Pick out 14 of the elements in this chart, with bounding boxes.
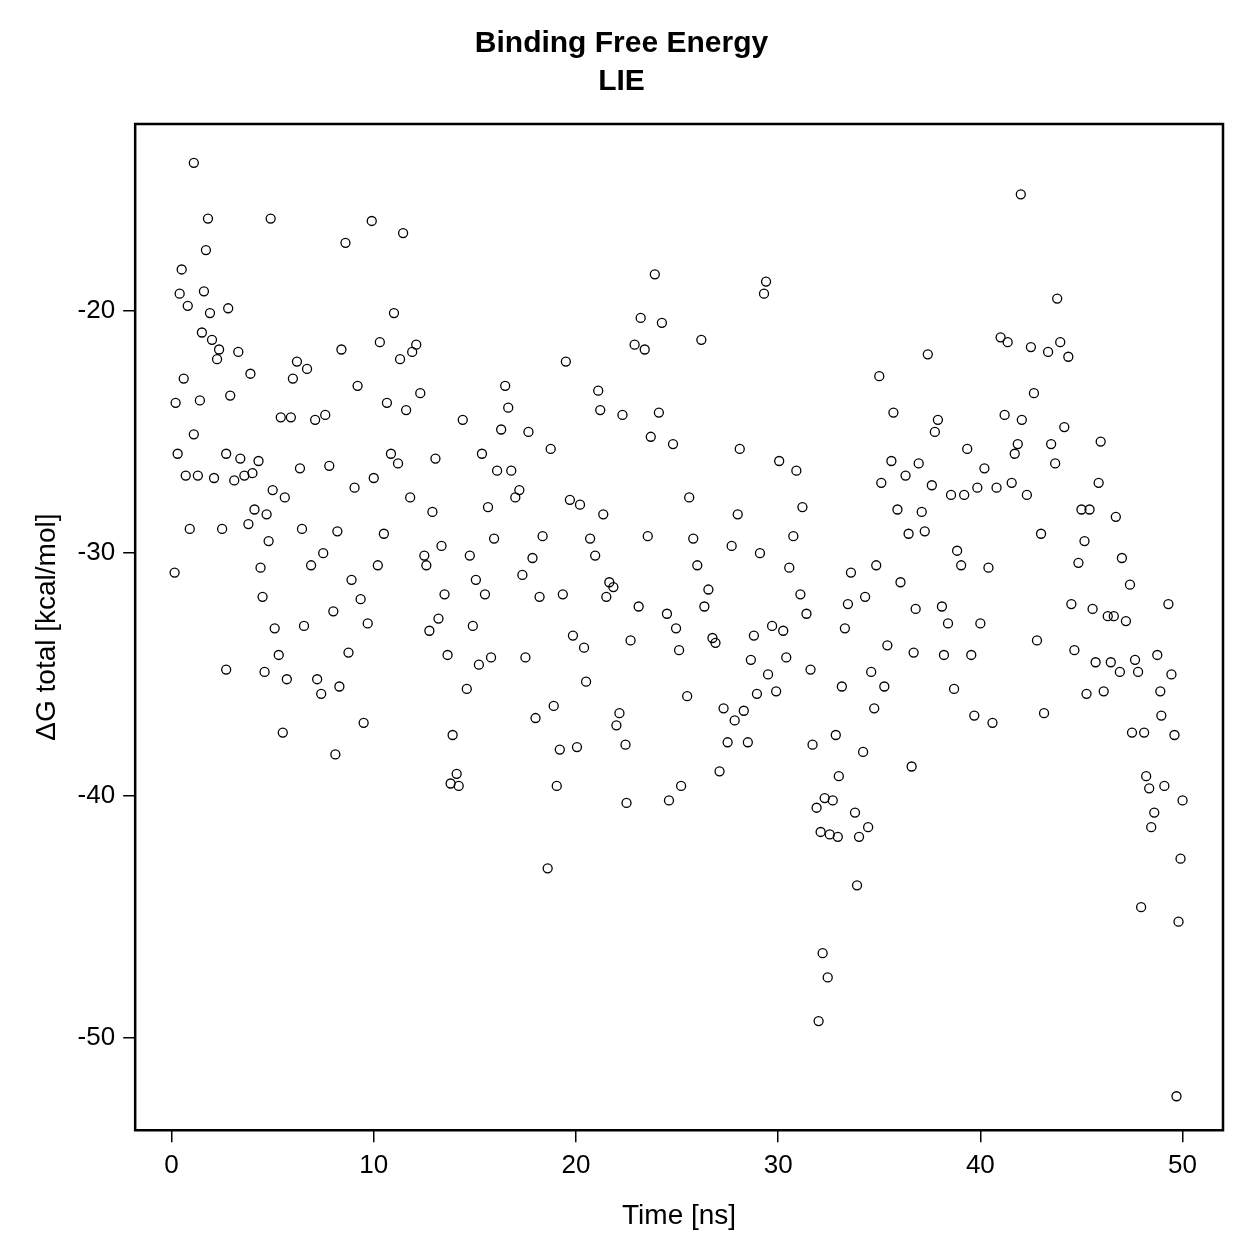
y-tick-label: -40 — [77, 778, 116, 809]
x-tick-label: 10 — [359, 1148, 389, 1179]
x-tick-label: 50 — [1168, 1148, 1198, 1179]
chart-title: Binding Free Energy — [474, 25, 769, 59]
y-axis-title: ΔG total [kcal/mol] — [29, 513, 61, 741]
y-tick-label: -20 — [77, 293, 116, 324]
y-tick-label: -50 — [77, 1021, 116, 1052]
x-axis-title: Time [ns] — [622, 1198, 737, 1230]
y-tick-label: -30 — [77, 536, 116, 567]
x-tick-label: 30 — [763, 1148, 793, 1179]
x-tick-label: 0 — [164, 1148, 179, 1179]
x-tick-label: 20 — [561, 1148, 591, 1179]
chart-subtitle: LIE — [598, 63, 645, 97]
x-tick-label: 40 — [965, 1148, 995, 1179]
